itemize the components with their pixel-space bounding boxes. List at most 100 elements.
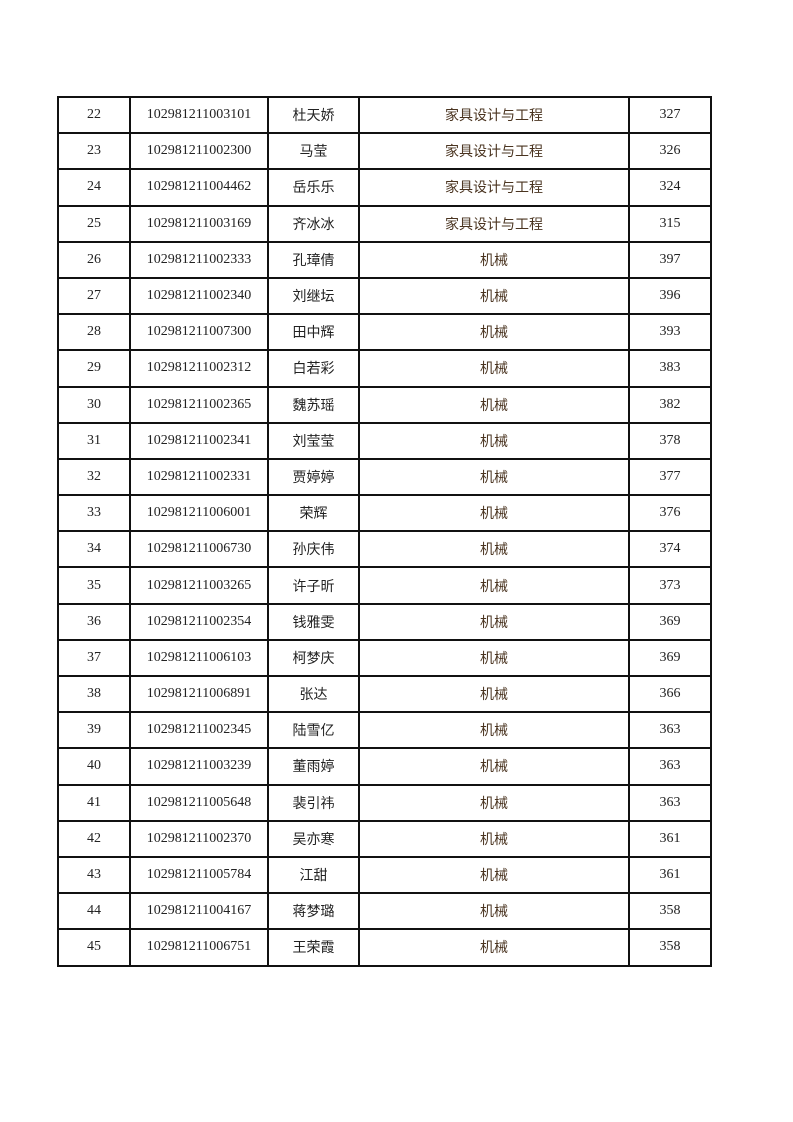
- candidate-id-cell: 102981211006730: [129, 530, 269, 569]
- table-row: 30 102981211002365 魏苏瑶 机械 382: [57, 385, 712, 424]
- table-row: 22 102981211003101 杜天娇 家具设计与工程 327: [57, 95, 712, 135]
- table-row: 28 102981211007300 田中辉 机械 393: [57, 313, 712, 352]
- table-row: 27 102981211002340 刘继坛 机械 396: [57, 276, 712, 316]
- major-cell: 家具设计与工程: [358, 132, 630, 171]
- score-cell: 363: [628, 783, 712, 822]
- table-row: 36 102981211002354 钱雅雯 机械 369: [57, 602, 712, 641]
- major-cell: 机械: [358, 674, 630, 714]
- row-number-cell: 25: [57, 204, 131, 243]
- major-cell: 机械: [358, 385, 630, 424]
- score-cell: 369: [628, 602, 712, 641]
- table-body: 22 102981211003101 杜天娇 家具设计与工程 327 23 10298121…: [57, 95, 712, 967]
- candidate-name-cell: 柯梦庆: [267, 638, 360, 678]
- candidate-id-cell: 102981211002333: [129, 240, 269, 279]
- candidate-name-cell: 白若彩: [267, 349, 360, 388]
- major-cell: 机械: [358, 819, 630, 858]
- table-row: 34 102981211006730 孙庆伟 机械 374: [57, 530, 712, 569]
- candidate-id-cell: 102981211002354: [129, 602, 269, 641]
- candidate-id-cell: 102981211003101: [129, 95, 269, 135]
- major-cell: 机械: [358, 566, 630, 605]
- score-cell: 361: [628, 819, 712, 858]
- table-row: 33 102981211006001 荣辉 机械 376: [57, 494, 712, 533]
- score-cell: 382: [628, 385, 712, 424]
- score-cell: 358: [628, 892, 712, 931]
- major-cell: 机械: [358, 892, 630, 931]
- major-cell: 机械: [358, 530, 630, 569]
- score-cell: 366: [628, 674, 712, 714]
- major-cell: 家具设计与工程: [358, 204, 630, 243]
- table-row: 40 102981211003239 董雨婷 机械 363: [57, 747, 712, 786]
- score-cell: 324: [628, 168, 712, 207]
- major-cell: 家具设计与工程: [358, 168, 630, 207]
- score-cell: 378: [628, 421, 712, 460]
- row-number-cell: 33: [57, 494, 131, 533]
- score-cell: 363: [628, 711, 712, 750]
- candidate-id-cell: 102981211005784: [129, 855, 269, 895]
- row-number-cell: 27: [57, 276, 131, 316]
- candidate-id-cell: 102981211002365: [129, 385, 269, 424]
- candidate-name-cell: 魏苏瑶: [267, 385, 360, 424]
- row-number-cell: 45: [57, 928, 131, 967]
- table-row: 39 102981211002345 陆雪亿 机械 363: [57, 711, 712, 750]
- table-row: 23 102981211002300 马莹 家具设计与工程 326: [57, 132, 712, 171]
- table-row: 45 102981211006751 王荣霞 机械 358: [57, 928, 712, 967]
- candidate-id-cell: 102981211004167: [129, 892, 269, 931]
- candidate-name-cell: 荣辉: [267, 494, 360, 533]
- candidate-name-cell: 裴引祎: [267, 783, 360, 822]
- major-cell: 机械: [358, 783, 630, 822]
- major-cell: 机械: [358, 711, 630, 750]
- table-row: 31 102981211002341 刘莹莹 机械 378: [57, 421, 712, 460]
- candidate-id-cell: 102981211002340: [129, 276, 269, 316]
- candidate-id-cell: 102981211002370: [129, 819, 269, 858]
- score-cell: 327: [628, 95, 712, 135]
- candidate-id-cell: 102981211003265: [129, 566, 269, 605]
- row-number-cell: 32: [57, 457, 131, 497]
- row-number-cell: 43: [57, 855, 131, 895]
- table-row: 24 102981211004462 岳乐乐 家具设计与工程 324: [57, 168, 712, 207]
- candidate-name-cell: 马莹: [267, 132, 360, 171]
- candidate-name-cell: 刘继坛: [267, 276, 360, 316]
- row-number-cell: 23: [57, 132, 131, 171]
- table-row: 43 102981211005784 江甜 机械 361: [57, 855, 712, 895]
- major-cell: 机械: [358, 494, 630, 533]
- row-number-cell: 36: [57, 602, 131, 641]
- table-row: 35 102981211003265 许子昕 机械 373: [57, 566, 712, 605]
- score-cell: 315: [628, 204, 712, 243]
- major-cell: 机械: [358, 855, 630, 895]
- major-cell: 家具设计与工程: [358, 95, 630, 135]
- candidate-name-cell: 田中辉: [267, 313, 360, 352]
- table-row: 38 102981211006891 张达 机械 366: [57, 674, 712, 714]
- row-number-cell: 24: [57, 168, 131, 207]
- candidate-id-cell: 102981211002341: [129, 421, 269, 460]
- score-cell: 373: [628, 566, 712, 605]
- row-number-cell: 26: [57, 240, 131, 279]
- row-number-cell: 38: [57, 674, 131, 714]
- score-cell: 326: [628, 132, 712, 171]
- score-cell: 374: [628, 530, 712, 569]
- candidate-id-cell: 102981211007300: [129, 313, 269, 352]
- candidate-id-cell: 102981211006001: [129, 494, 269, 533]
- score-cell: 369: [628, 638, 712, 678]
- score-cell: 358: [628, 928, 712, 967]
- candidate-id-cell: 102981211002300: [129, 132, 269, 171]
- candidate-id-cell: 102981211006751: [129, 928, 269, 967]
- row-number-cell: 30: [57, 385, 131, 424]
- row-number-cell: 35: [57, 566, 131, 605]
- candidate-name-cell: 孔璋倩: [267, 240, 360, 279]
- row-number-cell: 28: [57, 313, 131, 352]
- score-cell: 393: [628, 313, 712, 352]
- candidate-id-cell: 102981211002331: [129, 457, 269, 497]
- major-cell: 机械: [358, 928, 630, 967]
- score-cell: 377: [628, 457, 712, 497]
- major-cell: 机械: [358, 349, 630, 388]
- row-number-cell: 44: [57, 892, 131, 931]
- candidate-name-cell: 钱雅雯: [267, 602, 360, 641]
- candidate-name-cell: 刘莹莹: [267, 421, 360, 460]
- candidate-name-cell: 江甜: [267, 855, 360, 895]
- candidate-name-cell: 吴亦寒: [267, 819, 360, 858]
- candidate-name-cell: 蒋梦璐: [267, 892, 360, 931]
- row-number-cell: 34: [57, 530, 131, 569]
- candidate-name-cell: 杜天娇: [267, 95, 360, 135]
- candidate-id-cell: 102981211003169: [129, 204, 269, 243]
- candidate-name-cell: 贾婷婷: [267, 457, 360, 497]
